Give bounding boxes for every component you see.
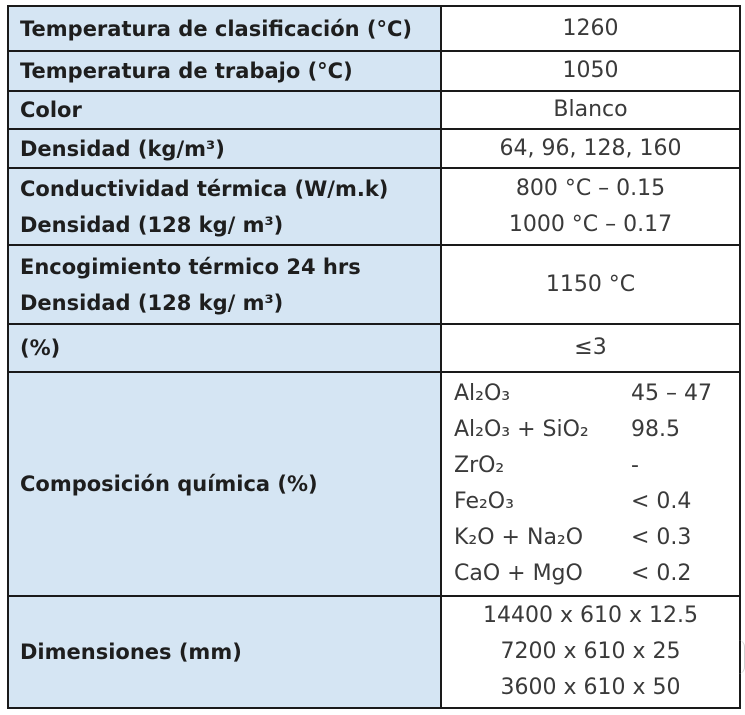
- composition-label: Composición química (%): [7, 371, 442, 597]
- compound-value: < 0.2: [631, 561, 692, 586]
- table-row: Temperatura de clasificación (°C) 1260: [7, 5, 741, 52]
- table-row: Conductividad térmica (W/m.k) Densidad (…: [7, 167, 741, 246]
- row-value: 1260: [440, 5, 741, 52]
- dimensions-label: Dimensiones (mm): [7, 595, 442, 709]
- compound-name: Al₂O₃ + SiO₂: [454, 417, 589, 442]
- label-line: Encogimiento térmico 24 hrs: [20, 254, 361, 279]
- compound-name: Al₂O₃: [454, 381, 511, 406]
- composition-values: Al₂O₃ 45 – 47 Al₂O₃ + SiO₂ 98.5 ZrO₂ - F…: [440, 371, 741, 597]
- compound-value: < 0.4: [631, 489, 692, 514]
- compound-value: 98.5: [631, 417, 680, 442]
- table-row: (%) ≤3: [7, 323, 741, 373]
- dimensions-row: Dimensiones (mm) 14400 x 610 x 12.5 7200…: [7, 595, 741, 709]
- specifications-table: Temperatura de clasificación (°C) 1260 T…: [7, 5, 741, 709]
- table-row: Temperatura de trabajo (°C) 1050: [7, 50, 741, 92]
- row-label: (%): [7, 323, 442, 373]
- dimensions-values: 14400 x 610 x 12.5 7200 x 610 x 25 3600 …: [440, 595, 741, 709]
- table-row: Encogimiento térmico 24 hrs Densidad (12…: [7, 244, 741, 325]
- compound-name: Fe₂O₃: [454, 489, 514, 514]
- composition-item: ZrO₂ -: [442, 448, 739, 484]
- composition-item: K₂O + Na₂O < 0.3: [442, 520, 739, 556]
- dimension-line: 7200 x 610 x 25: [500, 639, 681, 664]
- compound-value: < 0.3: [631, 525, 692, 550]
- value-line: 800 °C – 0.15: [515, 175, 666, 201]
- label-line: Densidad (128 kg/ m³): [20, 290, 284, 315]
- compound-value: 45 – 47: [631, 381, 712, 406]
- row-value: 1150 °C: [440, 244, 741, 325]
- row-label: Conductividad térmica (W/m.k) Densidad (…: [7, 167, 442, 246]
- compound-name: ZrO₂: [454, 453, 505, 478]
- row-value: ≤3: [440, 323, 741, 373]
- row-label: Encogimiento térmico 24 hrs Densidad (12…: [7, 244, 442, 325]
- row-label: Color: [7, 90, 442, 130]
- dimension-line: 14400 x 610 x 12.5: [483, 603, 698, 628]
- composition-row: Composición química (%) Al₂O₃ 45 – 47 Al…: [7, 371, 741, 597]
- row-value: 1050: [440, 50, 741, 92]
- composition-item: Fe₂O₃ < 0.4: [442, 484, 739, 520]
- row-value: 800 °C – 0.15 1000 °C – 0.17: [440, 167, 741, 246]
- table-row: Color Blanco: [7, 90, 741, 130]
- row-label: Temperatura de trabajo (°C): [7, 50, 442, 92]
- label-line: Densidad (128 kg/ m³): [20, 212, 284, 237]
- compound-name: CaO + MgO: [454, 561, 583, 586]
- compound-name: K₂O + Na₂O: [454, 525, 584, 550]
- dimension-line: 3600 x 610 x 50: [500, 675, 681, 700]
- compound-value: -: [631, 453, 639, 478]
- composition-item: Al₂O₃ + SiO₂ 98.5: [442, 412, 739, 448]
- row-label: Densidad (kg/m³): [7, 128, 442, 169]
- composition-item: CaO + MgO < 0.2: [442, 556, 739, 592]
- label-line: Conductividad térmica (W/m.k): [20, 176, 389, 201]
- composition-item: Al₂O₃ 45 – 47: [442, 376, 739, 412]
- row-value: Blanco: [440, 90, 741, 130]
- table-row: Densidad (kg/m³) 64, 96, 128, 160: [7, 128, 741, 169]
- page-edge-decoration: [738, 640, 745, 674]
- value-line: 1000 °C – 0.17: [508, 211, 673, 237]
- row-value: 64, 96, 128, 160: [440, 128, 741, 169]
- row-label: Temperatura de clasificación (°C): [7, 5, 442, 52]
